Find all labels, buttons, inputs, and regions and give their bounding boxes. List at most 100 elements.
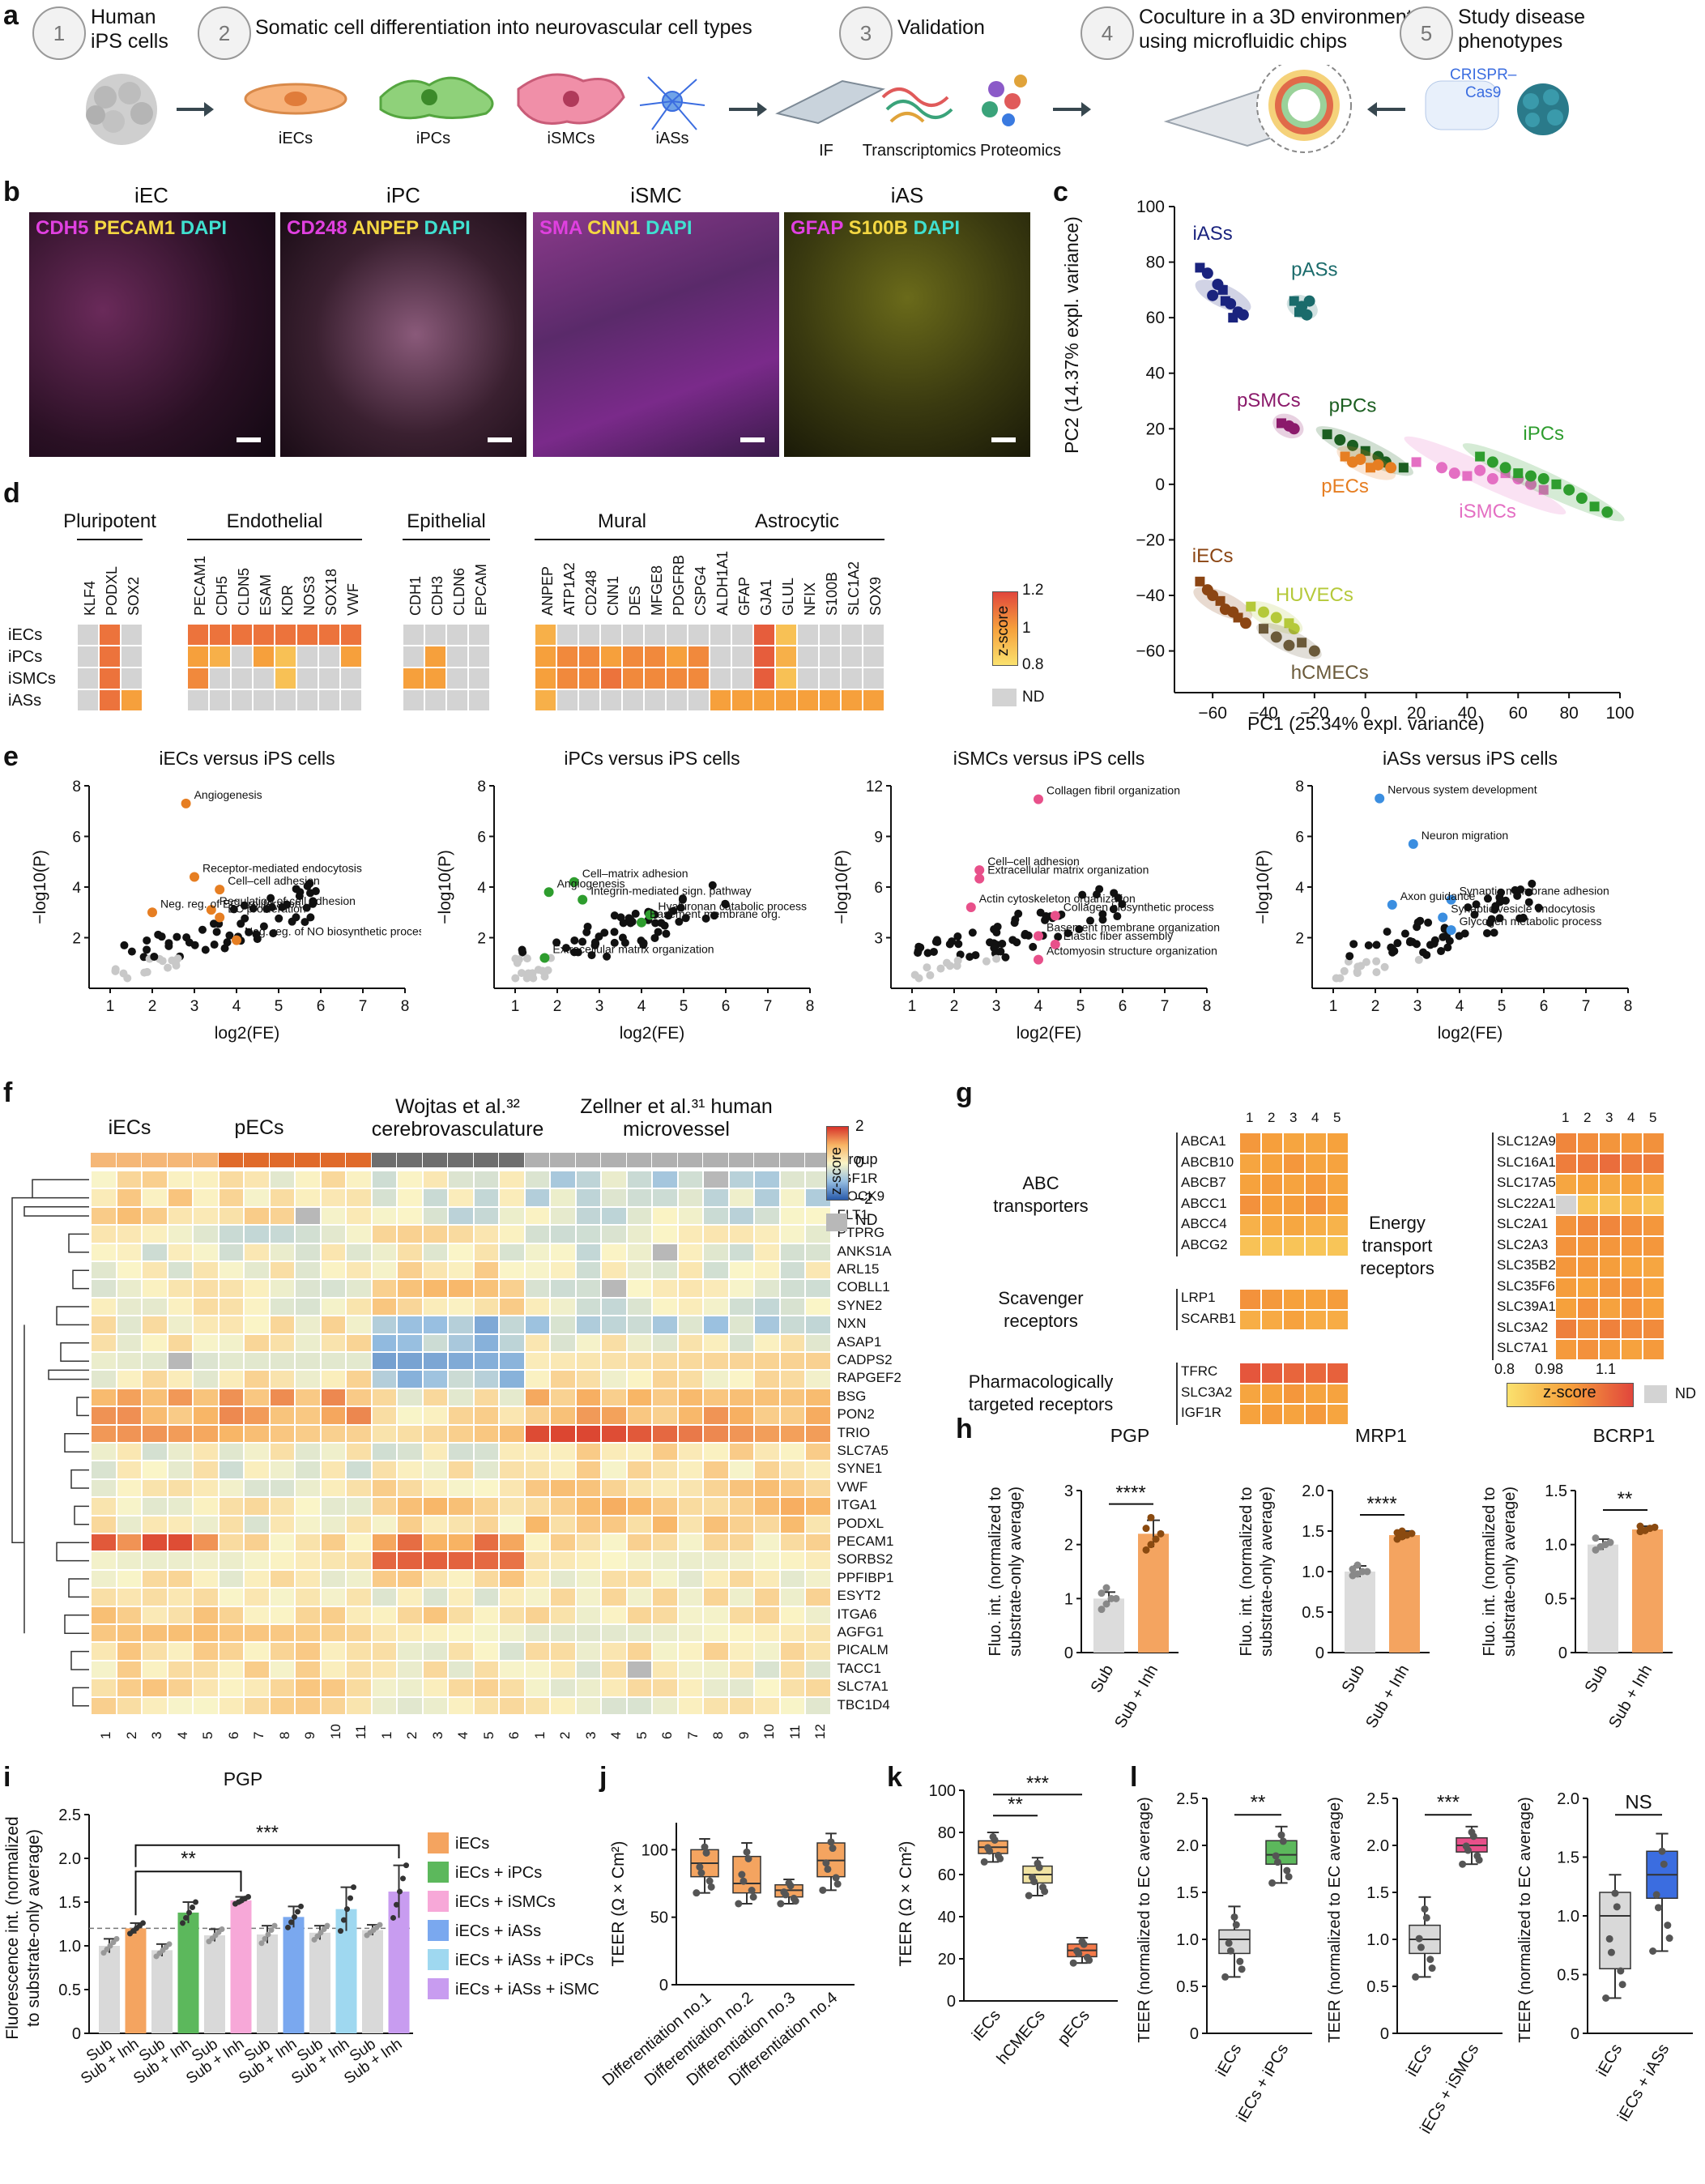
group-color-cell bbox=[295, 1153, 321, 1167]
y-tick-label: 8 bbox=[1295, 778, 1304, 796]
heatmap-cell bbox=[601, 1533, 627, 1552]
heatmap-cell bbox=[244, 1478, 270, 1498]
heatmap-cell bbox=[550, 1679, 576, 1697]
column-number: 5 bbox=[633, 1731, 650, 1739]
heatmap-cell bbox=[473, 1424, 499, 1443]
data-point bbox=[1525, 478, 1537, 490]
heatmap-cell bbox=[805, 1696, 831, 1715]
heatmap-cell bbox=[1555, 1215, 1577, 1236]
gene-label: ABCG2 bbox=[1181, 1236, 1228, 1252]
heatmap-cell bbox=[677, 1642, 703, 1661]
heatmap-cell bbox=[805, 1316, 831, 1334]
data-point bbox=[400, 1875, 406, 1882]
data-point bbox=[1285, 1873, 1293, 1881]
heatmap-cell bbox=[142, 1243, 168, 1261]
ipcs-label: iPCs bbox=[416, 130, 451, 147]
heatmap-cell bbox=[422, 1606, 448, 1624]
heatmap-cell bbox=[601, 1279, 627, 1298]
heatmap-cell bbox=[295, 1551, 321, 1570]
heatmap-cell bbox=[218, 1406, 244, 1425]
heatmap-cell bbox=[193, 1624, 219, 1643]
group-color-cell bbox=[397, 1153, 423, 1167]
heatmap-cell bbox=[754, 1388, 780, 1407]
heatmap-cell bbox=[524, 1261, 550, 1280]
heatmap-cell bbox=[779, 1624, 805, 1643]
heatmap-cell bbox=[524, 1225, 550, 1243]
heatmap-cell bbox=[731, 624, 753, 646]
highlight-point bbox=[215, 912, 225, 923]
data-point bbox=[651, 919, 660, 928]
heatmap-cell bbox=[346, 1243, 372, 1261]
colorbar-tick: 0.98 bbox=[1535, 1361, 1564, 1377]
heatmap-cell bbox=[448, 1660, 474, 1679]
data-point bbox=[302, 903, 311, 912]
heatmap-cell bbox=[601, 1606, 627, 1624]
data-point bbox=[268, 1927, 275, 1934]
proteomics-label: Proteomics bbox=[979, 142, 1062, 160]
heatmap-cell bbox=[728, 1696, 754, 1715]
data-point bbox=[1468, 1828, 1476, 1836]
heatmap-cell bbox=[575, 1696, 601, 1715]
heatmap-cell bbox=[601, 1624, 627, 1643]
group-color-cell bbox=[193, 1153, 219, 1167]
heatmap-cell bbox=[775, 689, 797, 711]
data-point bbox=[1283, 639, 1295, 651]
data-point bbox=[113, 1935, 120, 1942]
x-category-label: pECs bbox=[1055, 2007, 1093, 2049]
heatmap-cell bbox=[91, 1461, 117, 1479]
data-point bbox=[1092, 890, 1101, 899]
y-tick-label: 6 bbox=[477, 830, 486, 847]
heatmap-cell bbox=[703, 1352, 729, 1371]
gene-label: CD248 bbox=[583, 569, 599, 616]
heatmap-cell bbox=[703, 1515, 729, 1533]
data-point bbox=[744, 1855, 752, 1862]
heatmap-cell bbox=[91, 1225, 117, 1243]
heatmap-cell bbox=[167, 1279, 193, 1298]
data-point bbox=[1021, 929, 1029, 938]
heatmap-cell bbox=[652, 1624, 678, 1643]
heatmap-cell bbox=[578, 624, 600, 646]
column-number: 7 bbox=[684, 1731, 701, 1739]
data-point bbox=[1240, 617, 1251, 629]
column-number: 1 bbox=[531, 1731, 548, 1739]
data-point bbox=[292, 913, 301, 922]
heatmap-cell bbox=[91, 1352, 117, 1371]
heatmap-cell bbox=[116, 1642, 142, 1661]
heatmap-cell bbox=[779, 1660, 805, 1679]
column-number: 9 bbox=[302, 1731, 318, 1739]
data-point bbox=[929, 947, 938, 956]
data-point bbox=[1575, 493, 1588, 504]
heatmap-cell bbox=[779, 1551, 805, 1570]
heatmap-cell bbox=[703, 1551, 729, 1570]
heatmap-cell bbox=[578, 689, 600, 711]
heatmap-cell bbox=[728, 1406, 754, 1425]
heatmap-cell bbox=[253, 624, 275, 646]
heatmap-cell bbox=[448, 1188, 474, 1207]
zscore-colorbar bbox=[1507, 1383, 1634, 1407]
heatmap-cell bbox=[269, 1406, 295, 1425]
heatmap-cell bbox=[346, 1497, 372, 1516]
heatmap-cell bbox=[524, 1352, 550, 1371]
column-number: 12 bbox=[812, 1724, 828, 1739]
highlight-point bbox=[232, 935, 241, 945]
heatmap-cell bbox=[346, 1551, 372, 1570]
heatmap-cell bbox=[626, 1316, 652, 1334]
heatmap-cell bbox=[91, 1333, 117, 1352]
heatmap-cell bbox=[703, 1497, 729, 1516]
annotation-label: Integrin-mediated sign. pathway bbox=[590, 885, 751, 898]
heatmap-cell bbox=[91, 1188, 117, 1207]
heatmap-cell bbox=[677, 1696, 703, 1715]
heatmap-cell bbox=[754, 1461, 780, 1479]
heatmap-cell bbox=[524, 1388, 550, 1407]
heatmap-cell bbox=[346, 1624, 372, 1643]
x-category-label: Sub bbox=[1087, 1662, 1117, 1696]
heatmap-cell bbox=[320, 1461, 346, 1479]
heatmap-cell bbox=[1555, 1133, 1577, 1154]
col-title-iec: iEC bbox=[134, 183, 168, 207]
data-point bbox=[1602, 1994, 1610, 2002]
heatmap-cell bbox=[1261, 1215, 1283, 1236]
y-tick-label: −40 bbox=[1136, 587, 1165, 605]
heatmap-cell bbox=[626, 1533, 652, 1552]
heatmap-cell bbox=[244, 1515, 270, 1533]
heatmap-cell bbox=[371, 1642, 397, 1661]
